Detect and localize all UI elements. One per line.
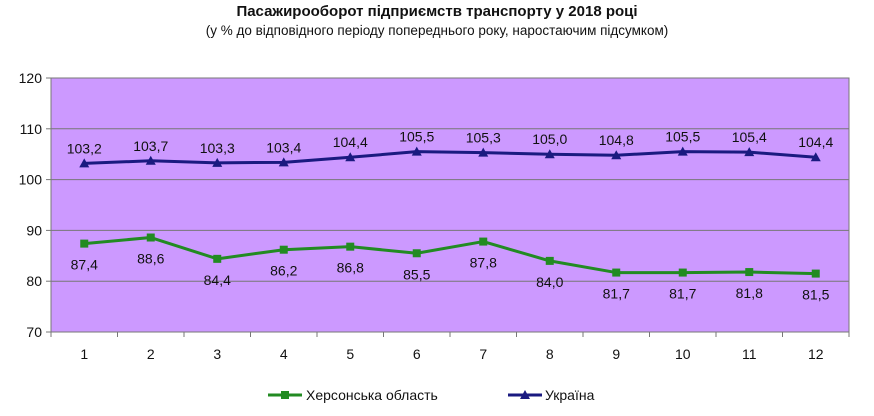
data-label: 105,5 (399, 129, 434, 145)
data-point (678, 268, 687, 277)
data-point (80, 239, 89, 248)
data-label: 104,4 (333, 134, 368, 150)
data-label: 105,5 (665, 129, 700, 145)
x-tick-label: 1 (80, 346, 88, 362)
data-label: 84,0 (536, 274, 563, 290)
data-label: 86,8 (337, 260, 364, 276)
x-tick-label: 8 (546, 346, 554, 362)
y-tick-label: 100 (19, 172, 43, 188)
data-point (411, 146, 422, 156)
data-label: 104,8 (599, 132, 634, 148)
data-point (744, 147, 755, 157)
data-point (612, 268, 621, 277)
x-tick-label: 5 (346, 346, 354, 362)
data-point (544, 149, 555, 159)
y-tick-label: 70 (26, 324, 42, 340)
data-point (479, 237, 488, 246)
data-label: 105,3 (466, 130, 501, 146)
chart-title: Пасажирооборот підприємств транспорту у … (236, 3, 638, 20)
data-point (278, 157, 289, 167)
y-tick-label: 110 (20, 121, 43, 137)
data-label: 104,4 (798, 134, 833, 150)
chart-subtitle: (у % до відповідного періоду попередньог… (205, 23, 669, 38)
data-point (478, 147, 489, 157)
data-label: 105,0 (532, 131, 567, 147)
data-point (545, 256, 554, 265)
legend-marker (520, 390, 530, 399)
x-tick-label: 3 (213, 346, 221, 362)
data-label: 81,7 (669, 286, 696, 302)
data-label: 103,2 (67, 140, 102, 156)
data-point (145, 155, 156, 165)
data-point (677, 146, 688, 156)
x-tick-label: 7 (479, 346, 487, 362)
data-point (346, 242, 355, 251)
data-point (213, 254, 222, 263)
y-tick-label: 90 (26, 222, 42, 238)
y-tick-label: 120 (19, 70, 43, 86)
y-tick-label: 80 (26, 273, 42, 289)
series-line (84, 150, 816, 165)
data-label: 86,2 (270, 263, 297, 279)
x-tick-label: 9 (612, 346, 620, 362)
data-point (811, 269, 820, 278)
data-label: 81,5 (802, 287, 829, 303)
data-label: 81,7 (603, 286, 630, 302)
data-point (810, 152, 821, 162)
data-point (345, 152, 356, 162)
data-label: 103,7 (133, 138, 168, 154)
data-point (146, 233, 155, 242)
data-label: 87,4 (71, 257, 98, 273)
legend-label: Україна (545, 387, 595, 403)
data-label: 85,5 (403, 266, 430, 282)
legend-label: Херсонська область (306, 387, 438, 403)
data-label: 88,6 (137, 251, 164, 267)
data-label: 103,3 (200, 140, 235, 156)
data-label: 103,4 (266, 139, 301, 155)
series-line (84, 236, 816, 276)
data-label: 87,8 (470, 255, 497, 271)
plot-area (50, 77, 850, 333)
data-point (611, 150, 622, 160)
legend-marker (281, 391, 289, 399)
x-tick-label: 11 (742, 346, 757, 362)
x-tick-label: 2 (147, 346, 155, 362)
data-point (279, 245, 288, 254)
x-tick-label: 12 (808, 346, 824, 362)
data-point (745, 268, 754, 277)
data-label: 105,4 (732, 129, 767, 145)
x-tick-label: 4 (280, 346, 288, 362)
x-tick-label: 6 (413, 346, 421, 362)
data-label: 84,4 (204, 272, 231, 288)
x-tick-label: 10 (675, 346, 691, 362)
data-label: 81,8 (736, 285, 763, 301)
data-point (79, 158, 90, 168)
data-point (412, 249, 421, 258)
data-point (212, 157, 223, 167)
